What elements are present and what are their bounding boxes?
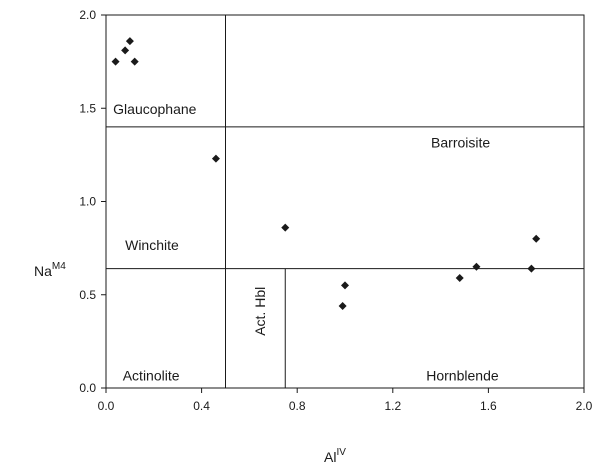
data-point-12 [532, 234, 541, 243]
x-tick-label: 0.0 [98, 399, 115, 413]
data-point-8 [341, 281, 349, 290]
y-tick-label: 2.0 [79, 8, 96, 22]
x-tick-label: 1.6 [480, 399, 497, 413]
field-label-hornblende: Hornblende [426, 368, 499, 384]
field-labels: Glaucophane Barroisite Winchite Actinolite A… [113, 101, 499, 384]
plot-area [105, 14, 585, 389]
x-axis-title-superscript: IV [337, 447, 347, 458]
x-tick-label: 1.2 [384, 399, 401, 413]
field-label-glaucophane: Glaucophane [113, 101, 197, 117]
y-axis: 0.0 0.5 1.0 1.5 2.0 [79, 8, 106, 395]
field-label-actinolite: Actinolite [123, 368, 180, 384]
x-axis-title: AlIV [324, 447, 346, 465]
data-point-10 [472, 262, 481, 271]
y-tick-label: 0.0 [79, 381, 96, 395]
x-tick-label: 0.4 [193, 399, 210, 413]
y-axis-title-superscript: M4 [52, 261, 66, 272]
data-point-5 [211, 154, 220, 163]
field-label-act-hbl: Act. Hbl [252, 287, 268, 336]
y-tick-label: 1.5 [79, 101, 96, 115]
data-point-11 [527, 264, 536, 273]
x-tick-label: 2.0 [576, 399, 593, 413]
data-point-4 [130, 57, 139, 66]
data-point-3 [125, 37, 134, 46]
y-axis-title: NaM4 [34, 261, 66, 279]
data-point-1 [111, 57, 120, 66]
data-point-9 [455, 273, 464, 282]
field-boundaries [106, 15, 584, 388]
y-tick-label: 0.5 [79, 288, 96, 302]
x-axis: 0.0 0.4 0.8 1.2 1.6 2.0 [98, 388, 593, 413]
data-points [111, 37, 541, 310]
data-point-7 [338, 301, 347, 310]
data-point-2 [121, 46, 130, 55]
data-point-6 [281, 223, 290, 232]
y-tick-label: 1.0 [79, 195, 96, 209]
field-label-barroisite: Barroisite [431, 134, 490, 150]
field-label-winchite: Winchite [125, 237, 179, 253]
x-tick-label: 0.8 [289, 399, 306, 413]
